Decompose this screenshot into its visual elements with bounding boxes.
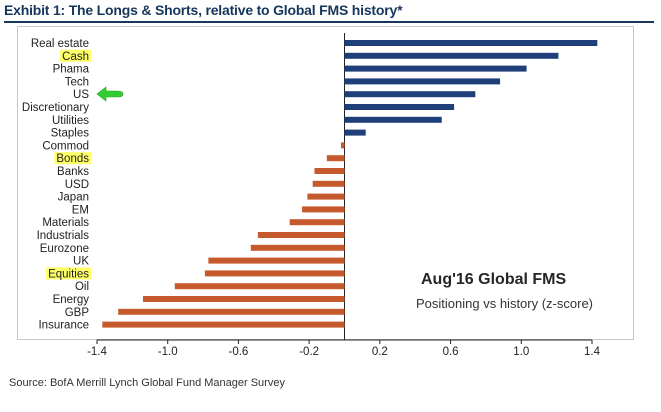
- x-tick-label: 0.2: [372, 346, 388, 358]
- chart-legend-title: Aug'16 Global FMS: [421, 271, 567, 288]
- bar-oil: [174, 283, 345, 290]
- category-label: Bonds: [56, 153, 89, 165]
- category-label: Cash: [62, 51, 89, 63]
- bar-real-estate: [344, 40, 598, 46]
- bar-uk: [208, 257, 345, 264]
- bar-cash: [344, 52, 559, 59]
- category-label: USD: [65, 179, 89, 191]
- title-rule: [4, 21, 654, 23]
- bar-usd: [312, 180, 345, 187]
- exhibit-title: Exhibit 1: The Longs & Shorts, relative …: [4, 2, 403, 18]
- x-tick-label: -0.2: [299, 346, 319, 358]
- category-label: EM: [72, 204, 89, 216]
- category-label: Banks: [57, 166, 89, 178]
- bar-equities: [204, 270, 345, 277]
- category-label: Japan: [58, 192, 89, 204]
- bar-chart: Real estateCashPhamaTechUSDiscretionaryU…: [22, 33, 601, 358]
- bar-gbp: [118, 308, 345, 315]
- category-label: Tech: [65, 76, 89, 88]
- bar-eurozone: [250, 244, 345, 251]
- category-highlight: [60, 49, 91, 62]
- category-label: UK: [73, 256, 89, 268]
- bar-staples: [344, 129, 366, 136]
- category-label: Insurance: [38, 320, 89, 332]
- category-label: Utilities: [52, 115, 89, 127]
- bar-materials: [289, 219, 345, 226]
- chart-legend-subtitle: Positioning vs history (z-score): [416, 296, 593, 311]
- category-label: Real estate: [31, 38, 89, 50]
- source-note: Source: BofA Merrill Lynch Global Fund M…: [9, 377, 285, 389]
- bar-tech: [344, 78, 501, 85]
- x-axis-layer: -1.4 -1.0 -0.6 -0.2 0.2 0.6 1.0 1.4: [87, 339, 601, 358]
- category-highlight: [54, 152, 91, 165]
- bar-us: [344, 91, 476, 98]
- bar-industrials: [257, 232, 345, 238]
- x-tick-label: 0.6: [443, 346, 459, 358]
- bar-em: [302, 206, 345, 213]
- bar-phama: [344, 65, 527, 72]
- category-label: US: [73, 89, 89, 101]
- category-label: Eurozone: [40, 243, 89, 255]
- category-label: GBP: [65, 307, 90, 319]
- category-label: Commod: [42, 140, 89, 152]
- bar-energy: [142, 296, 345, 302]
- bar-banks: [314, 168, 345, 174]
- category-label: Equities: [48, 268, 89, 280]
- category-label: Oil: [75, 281, 89, 293]
- bar-japan: [307, 193, 345, 200]
- category-labels-layer: Real estateCashPhamaTechUSDiscretionaryU…: [22, 38, 91, 332]
- category-highlight: [46, 267, 91, 280]
- bar-discretionary: [344, 104, 455, 110]
- x-tick-label: -1.4: [87, 346, 107, 358]
- category-label: Phama: [53, 64, 90, 76]
- bar-bonds: [326, 155, 345, 162]
- bar-utilities: [344, 116, 442, 123]
- bar-commod: [340, 142, 345, 149]
- bars-layer: [102, 33, 598, 340]
- category-label: Staples: [51, 128, 90, 140]
- category-label: Materials: [42, 217, 89, 229]
- category-label: Industrials: [37, 230, 90, 242]
- x-tick-label: -1.0: [158, 346, 178, 358]
- x-tick-label: 1.0: [513, 346, 529, 358]
- x-tick-label: -0.6: [229, 346, 249, 358]
- category-label: Discretionary: [22, 102, 89, 114]
- green-arrow-icon: [96, 86, 124, 102]
- x-tick-label: 1.4: [584, 346, 601, 358]
- bar-insurance: [102, 321, 345, 328]
- category-label: Energy: [53, 294, 90, 306]
